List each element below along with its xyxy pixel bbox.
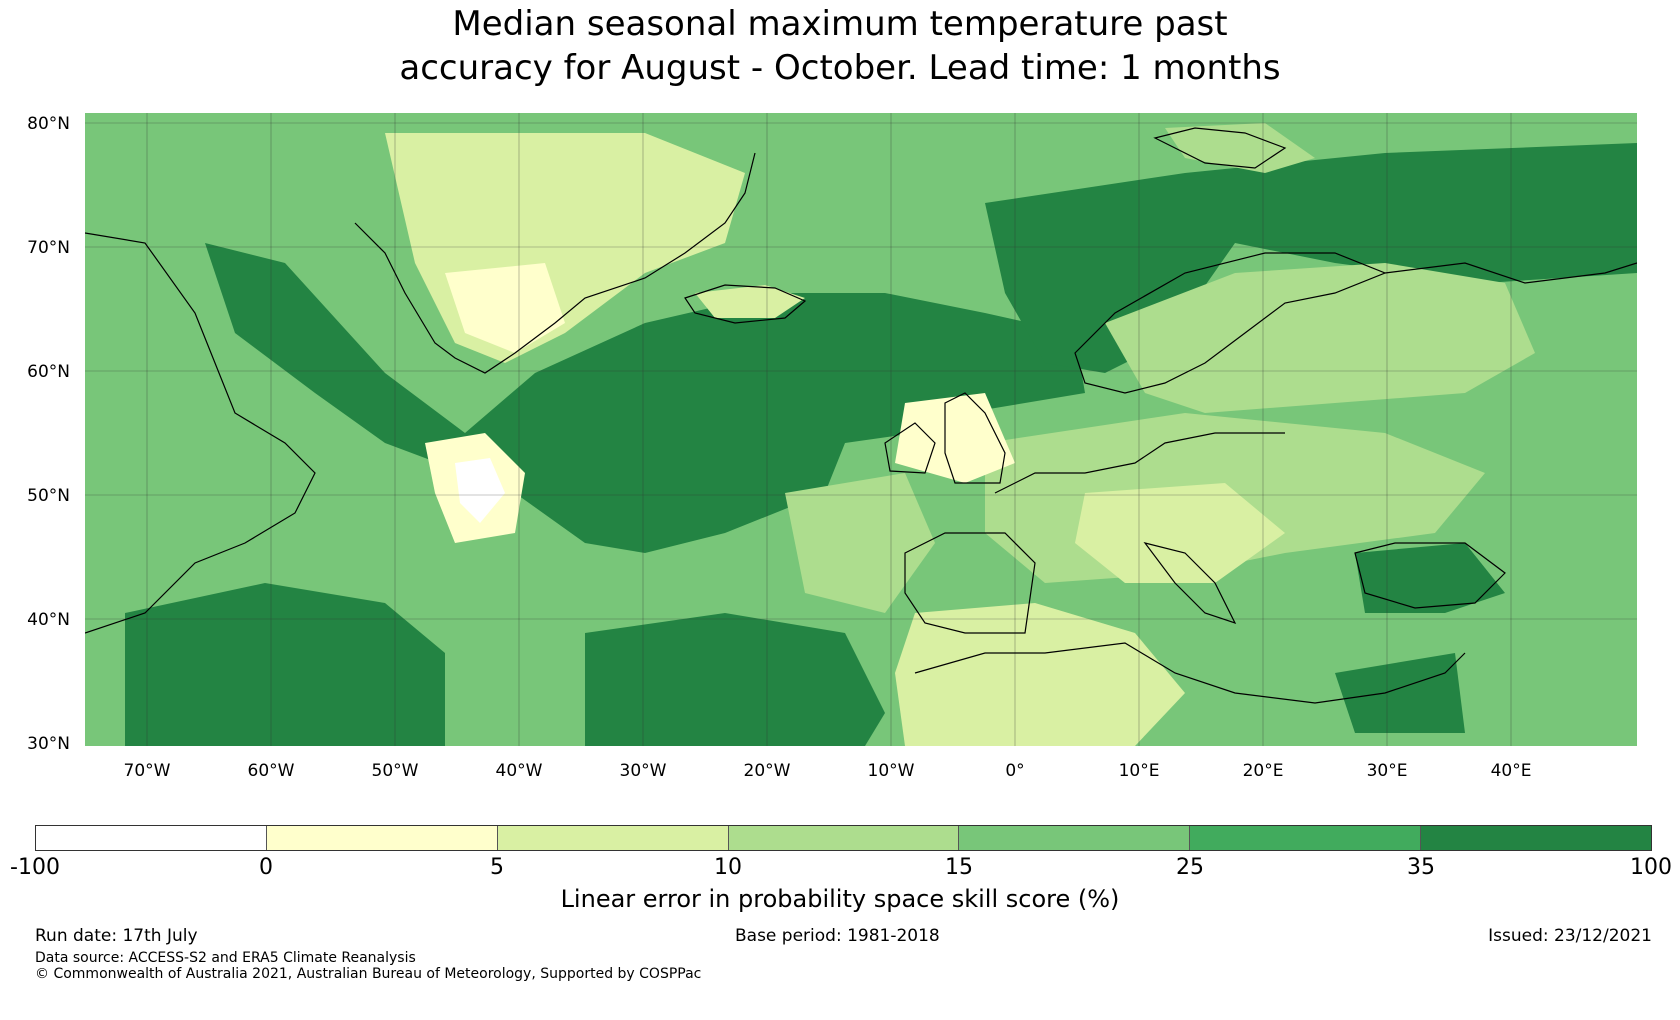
colorbar-tick: 5 [490, 855, 504, 880]
lat-label-30n: 30°N [27, 734, 70, 754]
colorbar-tick: 15 [945, 855, 973, 880]
map-title: Median seasonal maximum temperature past… [0, 2, 1680, 90]
region-central-atlantic-high-skill [585, 613, 885, 746]
map-title-line-1: Median seasonal maximum temperature past [452, 4, 1228, 44]
coastline-greenland [354, 152, 756, 374]
lat-label-40n: 40°N [27, 610, 70, 630]
colorbar-tick: 100 [1630, 855, 1672, 880]
lon-label-30e: 30°E [1366, 761, 1408, 781]
coastlines [85, 127, 1637, 704]
lon-label-20w: 20°W [743, 761, 791, 781]
colorbar-segment [1190, 826, 1422, 850]
lon-label-40w: 40°W [495, 761, 543, 781]
coastline-russia-arctic [1384, 262, 1637, 284]
region-north-atlantic-high-skill [205, 243, 1085, 553]
colorbar-tick: 35 [1407, 855, 1435, 880]
region-subtropical-atlantic-high-skill [125, 583, 445, 746]
region-scandinavia-medium-skill [1105, 263, 1535, 413]
colorbar-tick: 10 [714, 855, 742, 880]
lon-label-20e: 20°E [1242, 761, 1284, 781]
coastline-europe-atlantic [994, 432, 1285, 494]
lon-label-10e: 10°E [1118, 761, 1160, 781]
colorbar-segment [36, 826, 267, 850]
lon-label-50w: 50°W [371, 761, 419, 781]
lat-label-80n: 80°N [27, 114, 70, 134]
lon-label-0: 0° [1005, 761, 1025, 781]
map-canvas [85, 113, 1637, 746]
region-british-isles-low-skill [895, 393, 1015, 483]
data-source: Data source: ACCESS-S2 and ERA5 Climate … [35, 950, 416, 966]
colorbar [35, 825, 1652, 851]
coastline-iberia [904, 532, 1036, 634]
coastline-scandinavia [1074, 252, 1387, 394]
colorbar-tick: 0 [259, 855, 273, 880]
skill-regions [125, 123, 1637, 746]
colorbar-tick: -100 [10, 855, 60, 880]
lat-label-70n: 70°N [27, 238, 70, 258]
coastline-svalbard [1153, 127, 1287, 169]
region-northeast-atlantic-medium-skill [785, 473, 935, 613]
region-north-africa-low-skill [895, 603, 1185, 746]
map-title-line-2: accuracy for August - October. Lead time… [399, 48, 1281, 88]
coastline-north-africa [914, 642, 1466, 704]
coastline-great-britain [944, 392, 1006, 484]
region-east-mediterranean-high-skill [1335, 653, 1465, 733]
coastline-black-sea [1354, 542, 1506, 609]
gridlines [85, 113, 1637, 746]
run-date: Run date: 17th July [35, 926, 198, 946]
region-iceland-low-skill [695, 285, 805, 318]
lon-label-30w: 30°W [619, 761, 667, 781]
lon-label-60w: 60°W [247, 761, 295, 781]
copyright-notice: © Commonwealth of Australia 2021, Austra… [35, 966, 702, 982]
base-period: Base period: 1981-2018 [735, 926, 940, 946]
colorbar-segment [266, 826, 498, 850]
region-black-sea-high-skill [1355, 543, 1505, 613]
coastline-north-america [85, 232, 316, 634]
issued-date: Issued: 23/12/2021 [1488, 926, 1652, 946]
colorbar-label: Linear error in probability space skill … [560, 885, 1120, 913]
coastline-ireland [884, 422, 936, 474]
colorbar-segment [1421, 826, 1652, 850]
colorbar-segment [728, 826, 960, 850]
lon-label-70w: 70°W [123, 761, 171, 781]
lat-label-60n: 60°N [27, 362, 70, 382]
coastline-italy [1143, 542, 1237, 625]
colorbar-tick: 25 [1176, 855, 1204, 880]
colorbar-segment [959, 826, 1191, 850]
region-svalbard-medium-skill [1165, 123, 1315, 173]
lat-label-50n: 50°N [27, 486, 70, 506]
region-southern-europe-low-skill [1075, 483, 1285, 583]
coastline-iceland [684, 284, 807, 324]
region-newfoundland-core [455, 458, 505, 523]
skill-score-map [85, 113, 1637, 746]
colorbar-segment [497, 826, 729, 850]
region-greenland-core [445, 263, 565, 353]
lon-label-40e: 40°E [1490, 761, 1532, 781]
lon-label-10w: 10°W [867, 761, 915, 781]
